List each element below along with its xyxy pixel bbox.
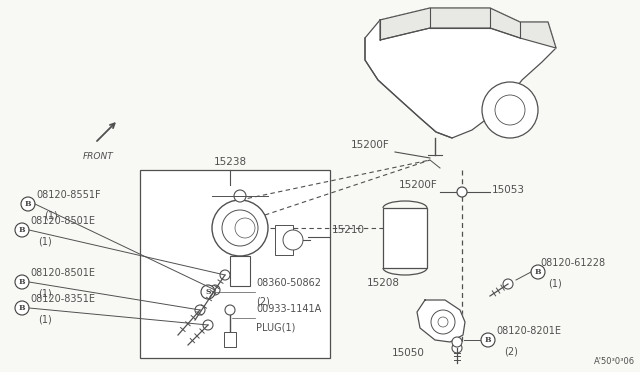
Text: 00933-1141A: 00933-1141A <box>256 304 321 314</box>
Bar <box>140 170 330 358</box>
Text: 08120-8501E: 08120-8501E <box>30 268 95 278</box>
Text: 15200F: 15200F <box>351 140 390 150</box>
Circle shape <box>15 301 29 315</box>
Text: 15200F: 15200F <box>399 180 438 190</box>
Circle shape <box>452 337 462 347</box>
Text: B: B <box>535 268 541 276</box>
Bar <box>230 256 250 286</box>
Circle shape <box>531 265 545 279</box>
Text: 08120-8501E: 08120-8501E <box>30 216 95 226</box>
Circle shape <box>195 305 205 315</box>
Text: 08120-8201E: 08120-8201E <box>496 326 561 336</box>
Text: 08120-61228: 08120-61228 <box>540 258 605 268</box>
Circle shape <box>457 187 467 197</box>
Text: 08120-8351E: 08120-8351E <box>30 294 95 304</box>
Text: PLUG(1): PLUG(1) <box>256 322 296 332</box>
Circle shape <box>203 320 213 330</box>
Text: B: B <box>19 278 25 286</box>
Circle shape <box>481 333 495 347</box>
Bar <box>275 225 293 255</box>
Text: 15238: 15238 <box>213 157 246 167</box>
Bar <box>383 208 427 268</box>
Text: S: S <box>205 288 211 296</box>
Circle shape <box>503 279 513 289</box>
Polygon shape <box>380 8 556 48</box>
Circle shape <box>212 200 268 256</box>
Circle shape <box>15 275 29 289</box>
Text: (1): (1) <box>38 236 52 246</box>
Circle shape <box>482 82 538 138</box>
Text: (1): (1) <box>548 278 562 288</box>
Text: (1): (1) <box>38 288 52 298</box>
Bar <box>224 332 236 347</box>
Text: B: B <box>25 200 31 208</box>
Circle shape <box>225 305 235 315</box>
Circle shape <box>220 270 230 280</box>
Text: 15050: 15050 <box>392 348 424 358</box>
Circle shape <box>283 230 303 250</box>
Circle shape <box>210 285 220 295</box>
Text: 15053: 15053 <box>492 185 525 195</box>
Text: A'50³0³06: A'50³0³06 <box>594 357 635 366</box>
Text: 15210: 15210 <box>332 225 365 235</box>
Text: FRONT: FRONT <box>83 152 114 161</box>
Polygon shape <box>417 300 465 342</box>
Text: 08360-50862: 08360-50862 <box>256 278 321 288</box>
Text: B: B <box>19 304 25 312</box>
Text: (1): (1) <box>38 314 52 324</box>
Circle shape <box>15 223 29 237</box>
Text: (2): (2) <box>504 346 518 356</box>
Text: 08120-8551F: 08120-8551F <box>36 190 100 200</box>
Circle shape <box>201 285 215 299</box>
Text: B: B <box>484 336 492 344</box>
Text: B: B <box>19 226 25 234</box>
Circle shape <box>21 197 35 211</box>
Polygon shape <box>365 8 556 138</box>
Text: (1): (1) <box>44 210 58 220</box>
Text: 15208: 15208 <box>367 278 399 288</box>
Text: (2): (2) <box>256 297 270 307</box>
Circle shape <box>452 343 462 353</box>
Circle shape <box>234 190 246 202</box>
